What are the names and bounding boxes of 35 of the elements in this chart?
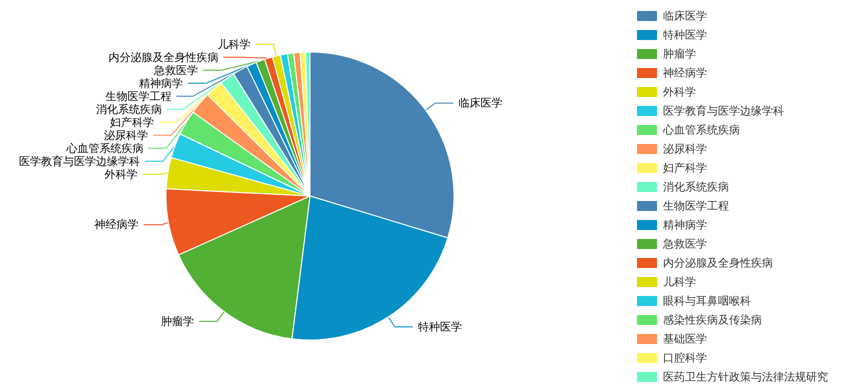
legend-label: 儿科学 (663, 276, 696, 288)
legend-label: 医药卫生方针政策与法律法规研究 (663, 370, 828, 384)
slice-label: 外科学 (104, 168, 138, 181)
legend-label: 生物医学工程 (663, 200, 729, 212)
slice-label: 神经病学 (94, 218, 139, 232)
slice-label: 生物医学工程 (105, 90, 172, 103)
legend-label: 急救医学 (662, 238, 707, 250)
legend-label: 肿瘤学 (663, 48, 696, 60)
legend-label: 口腔科学 (663, 352, 707, 364)
legend-label: 基础医学 (663, 332, 707, 346)
legend-label: 医学教育与医学边缘学科 (663, 104, 784, 118)
legend-label: 内分泌腺及全身性疾病 (663, 256, 773, 270)
slice-label: 泌尿科学 (104, 128, 148, 142)
legend-label: 神经病学 (663, 66, 707, 80)
slice-label: 急救医学 (153, 64, 198, 77)
slice-label: 妇产科学 (110, 116, 154, 129)
legend-label: 泌尿科学 (663, 142, 707, 156)
legend-label: 心血管系统疾病 (662, 124, 740, 136)
legend-label: 消化系统疾病 (663, 180, 729, 194)
legend-label: 妇产科学 (663, 162, 707, 174)
legend-label: 临床医学 (663, 10, 707, 22)
slice-label: 临床医学 (458, 96, 502, 110)
slice-label: 精神病学 (139, 76, 184, 90)
legend-label: 特种医学 (663, 28, 707, 42)
slice-label: 儿科学 (218, 38, 251, 51)
legend-label: 外科学 (663, 86, 696, 98)
slice-label: 心血管系统疾病 (65, 142, 144, 155)
slice-label: 消化系统疾病 (96, 102, 162, 116)
legend-label: 感染性疾病及传染病 (663, 314, 762, 326)
slice-label: 内分泌腺及全身性疾病 (108, 50, 218, 64)
slice-label: 特种医学 (418, 320, 462, 334)
slice-label: 肿瘤学 (161, 314, 194, 328)
legend-label: 眼科与耳鼻咽喉科 (663, 294, 751, 308)
legend-label: 精神病学 (663, 218, 707, 232)
slice-label: 医学教育与医学边缘学科 (18, 154, 140, 168)
